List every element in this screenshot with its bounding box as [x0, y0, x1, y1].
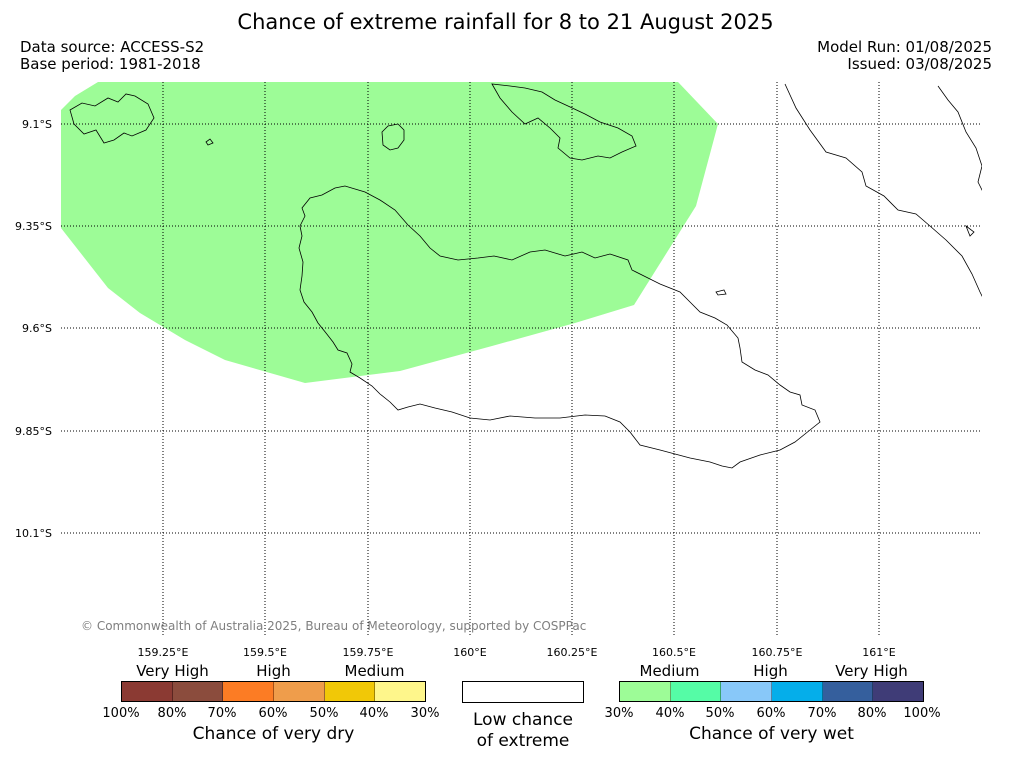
dry-tick: 40% — [359, 706, 389, 721]
wet-medium-label: Medium — [639, 662, 700, 680]
lat-label: 9.1°S — [22, 118, 52, 131]
wet-color-cell — [721, 682, 773, 701]
low-chance-line1: Low chance — [473, 710, 573, 730]
lat-label: 10.1°S — [15, 527, 52, 540]
wet-tick: 60% — [756, 706, 786, 721]
dry-very-high-label: Very High — [136, 662, 209, 680]
dry-tick: 60% — [258, 706, 288, 721]
wet-colorbar — [619, 681, 924, 702]
lon-label: 160.75°E — [752, 646, 803, 659]
dry-caption: Chance of very dry — [192, 724, 355, 744]
dry-tick: 100% — [102, 706, 140, 721]
florida-islands-coastline — [381, 123, 405, 151]
dry-color-cell — [172, 682, 224, 701]
dry-tick: 70% — [207, 706, 237, 721]
wet-tick: 40% — [655, 706, 685, 721]
lon-label: 159.75°E — [343, 646, 394, 659]
low-chance-swatch — [462, 681, 584, 703]
dry-color-cell — [375, 682, 426, 701]
map-gridlines — [61, 82, 982, 635]
lon-label: 159.25°E — [138, 646, 189, 659]
meta-left: Data source: ACCESS-S2 Base period: 1981… — [20, 39, 204, 73]
map-title: Chance of extreme rainfall for 8 to 21 A… — [237, 10, 774, 34]
lon-label: 159.5°E — [243, 646, 287, 659]
wet-color-cell — [822, 682, 874, 701]
small-island-2 — [965, 224, 975, 237]
latitude-labels: 9.1°S 9.35°S 9.6°S 9.85°S 10.1°S — [15, 118, 52, 540]
dry-color-cell — [122, 682, 173, 701]
coastlines — [69, 83, 982, 469]
small-island-1 — [715, 289, 727, 296]
low-chance-caption: Low chance of extreme — [440, 710, 606, 752]
wet-tick: 50% — [705, 706, 735, 721]
lon-label: 160°E — [453, 646, 486, 659]
nggela-coastline — [491, 83, 637, 161]
wet-tick: 30% — [604, 706, 634, 721]
lon-label: 161°E — [862, 646, 895, 659]
wet-caption: Chance of very wet — [689, 724, 854, 744]
malaita-coastline — [784, 83, 982, 297]
dry-color-cell — [274, 682, 325, 701]
data-source: Data source: ACCESS-S2 — [20, 38, 205, 56]
rainfall-probability-area — [61, 82, 718, 383]
model-run: Model Run: 01/08/2025 — [817, 38, 992, 56]
meta-right: Model Run: 01/08/2025 Issued: 03/08/2025 — [817, 39, 992, 73]
wet-color-cell — [670, 682, 722, 701]
base-period: Base period: 1981-2018 — [20, 55, 201, 73]
lat-label: 9.35°S — [15, 220, 52, 233]
dry-tick: 30% — [410, 706, 440, 721]
malaita-north-coastline — [937, 85, 982, 191]
dry-tick: 50% — [309, 706, 339, 721]
dry-colorbar — [121, 681, 426, 702]
low-chance-line2: of extreme — [476, 731, 570, 751]
wet-high-label: High — [753, 662, 788, 680]
wet-color-cell — [772, 682, 823, 701]
savo-coastline — [205, 138, 214, 146]
dry-color-cell — [324, 682, 376, 701]
dry-color-cell — [223, 682, 275, 701]
copyright-notice: © Commonwealth of Australia 2025, Bureau… — [81, 619, 586, 633]
issued-date: Issued: 03/08/2025 — [847, 55, 992, 73]
wet-tick: 100% — [903, 706, 941, 721]
dry-high-label: High — [256, 662, 291, 680]
lat-label: 9.85°S — [15, 425, 52, 438]
wet-tick: 70% — [807, 706, 837, 721]
russell-islands-coastline — [69, 93, 155, 144]
lon-label: 160.25°E — [547, 646, 598, 659]
wet-very-high-label: Very High — [835, 662, 908, 680]
longitude-labels: 159.25°E 159.5°E 159.75°E 160°E 160.25°E… — [138, 646, 896, 659]
dry-tick: 80% — [157, 706, 187, 721]
lat-label: 9.6°S — [22, 322, 52, 335]
wet-color-cell — [873, 682, 924, 701]
wet-color-cell — [620, 682, 671, 701]
wet-tick: 80% — [857, 706, 887, 721]
lon-label: 160.5°E — [652, 646, 696, 659]
dry-medium-label: Medium — [344, 662, 405, 680]
guadalcanal-coastline — [298, 185, 821, 469]
